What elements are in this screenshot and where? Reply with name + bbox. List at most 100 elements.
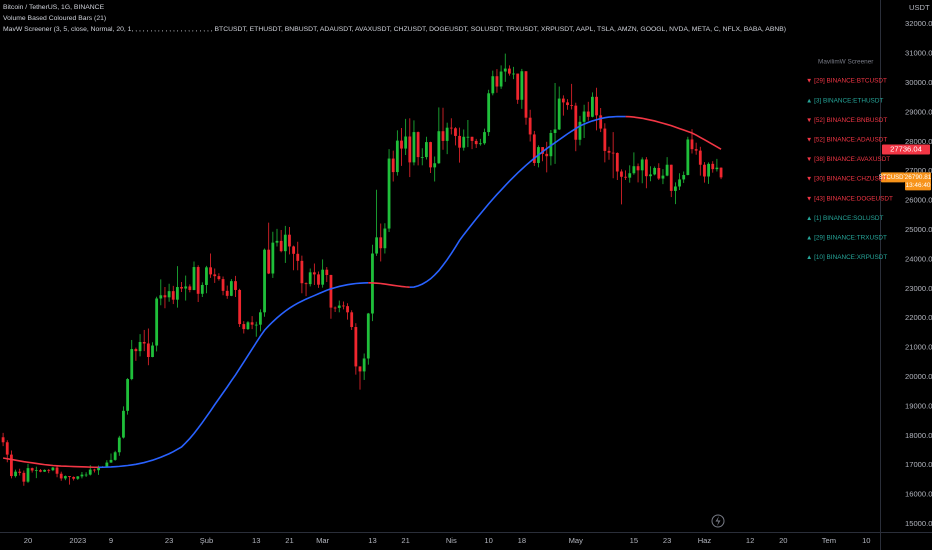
candle-body bbox=[47, 469, 51, 471]
y-tick-label: 17000.00 bbox=[905, 460, 932, 469]
candle-body bbox=[167, 291, 171, 298]
candle-body bbox=[213, 274, 217, 277]
candle-body bbox=[188, 286, 192, 290]
x-tick-label: Mar bbox=[316, 536, 330, 545]
candle-body bbox=[39, 470, 42, 472]
x-tick-label: 18 bbox=[518, 536, 526, 545]
candle-body bbox=[682, 175, 686, 180]
candle-body bbox=[209, 267, 212, 275]
candle-body bbox=[649, 174, 652, 177]
candle-body bbox=[321, 269, 325, 285]
candle-body bbox=[678, 179, 681, 187]
candle-body bbox=[640, 159, 644, 171]
currency-label: USDT bbox=[909, 3, 930, 12]
candle-body bbox=[416, 132, 420, 158]
candle-body bbox=[283, 234, 287, 252]
candle-body bbox=[607, 150, 611, 153]
candle-body bbox=[574, 105, 578, 140]
candle-body bbox=[97, 466, 100, 471]
candle-body bbox=[632, 166, 636, 174]
candle-body bbox=[491, 76, 495, 94]
candle-body bbox=[304, 283, 308, 285]
countdown-label: 13:46:40 bbox=[906, 182, 931, 189]
candle-body bbox=[470, 136, 474, 141]
candle-body bbox=[109, 459, 113, 463]
x-tick-label: Şub bbox=[200, 536, 214, 545]
candle-body bbox=[657, 167, 661, 179]
candle-body bbox=[358, 366, 362, 372]
x-tick-label: 9 bbox=[109, 536, 113, 545]
candle-body bbox=[375, 237, 378, 254]
candle-body bbox=[51, 467, 55, 471]
candle-body bbox=[362, 358, 366, 372]
symbol-label: BTCUSDT bbox=[879, 175, 908, 181]
candle-body bbox=[333, 307, 337, 309]
candle-body bbox=[279, 240, 283, 252]
candle-body bbox=[391, 158, 395, 173]
y-tick-label: 16000.00 bbox=[905, 490, 932, 499]
x-tick-label: Haz bbox=[698, 536, 712, 545]
candle-body bbox=[366, 313, 370, 359]
candle-body bbox=[238, 289, 242, 325]
candle-body bbox=[163, 295, 167, 298]
candle-body bbox=[566, 102, 569, 106]
candle-body bbox=[624, 176, 627, 178]
ma-price-tag bbox=[882, 144, 930, 155]
candle-body bbox=[532, 134, 536, 163]
x-tick-label: 13 bbox=[368, 536, 376, 545]
candle-body bbox=[14, 471, 17, 477]
y-tick-label: 25000.00 bbox=[905, 225, 932, 234]
candle-body bbox=[155, 298, 159, 346]
candle-body bbox=[93, 469, 96, 471]
candle-body bbox=[142, 342, 146, 344]
candle-body bbox=[669, 164, 673, 191]
candle-body bbox=[528, 117, 532, 135]
candle-body bbox=[595, 96, 598, 116]
x-tick-label: 15 bbox=[630, 536, 638, 545]
candle-body bbox=[628, 173, 632, 178]
candle-body bbox=[229, 281, 233, 296]
y-tick-label: 15000.00 bbox=[905, 519, 932, 528]
candle-body bbox=[557, 98, 561, 130]
candle-body bbox=[591, 96, 594, 117]
candle-body bbox=[105, 462, 109, 467]
candle-body bbox=[420, 157, 424, 158]
x-tick-label: 13 bbox=[252, 536, 260, 545]
y-tick-label: 21000.00 bbox=[905, 343, 932, 352]
candle-body bbox=[275, 240, 279, 243]
screener-row: ▲ [3] BINANCE:ETHUSDT bbox=[806, 97, 883, 104]
candle-body bbox=[184, 286, 188, 289]
candle-body bbox=[636, 166, 640, 171]
y-tick-label: 30000.00 bbox=[905, 78, 932, 87]
candle-body bbox=[458, 135, 461, 148]
candle-body bbox=[611, 152, 615, 154]
y-tick-label: 23000.00 bbox=[905, 284, 932, 293]
candle-body bbox=[545, 153, 549, 157]
candle-body bbox=[250, 322, 254, 325]
candle-body bbox=[80, 474, 84, 477]
candle-body bbox=[599, 115, 603, 129]
x-tick-label: Nis bbox=[446, 536, 457, 545]
candle-body bbox=[429, 142, 432, 168]
candle-body bbox=[72, 476, 76, 479]
candle-body bbox=[582, 111, 586, 122]
candle-body bbox=[22, 472, 26, 482]
x-tick-label: 23 bbox=[165, 536, 173, 545]
last-price-label: 26790.81 bbox=[905, 174, 932, 181]
candle-body bbox=[76, 476, 80, 479]
candle-body bbox=[707, 163, 710, 177]
candle-body bbox=[26, 468, 30, 482]
candle-body bbox=[34, 470, 38, 472]
y-tick-label: 20000.00 bbox=[905, 372, 932, 381]
candle-body bbox=[586, 111, 590, 117]
x-tick-label: 10 bbox=[862, 536, 870, 545]
candle-body bbox=[134, 349, 138, 352]
candle-body bbox=[176, 287, 179, 300]
y-tick-label: 19000.00 bbox=[905, 401, 932, 410]
candle-body bbox=[312, 272, 316, 275]
candle-body bbox=[541, 147, 544, 154]
candle-body bbox=[300, 260, 304, 284]
candle-body bbox=[495, 76, 499, 87]
candle-body bbox=[603, 128, 607, 151]
